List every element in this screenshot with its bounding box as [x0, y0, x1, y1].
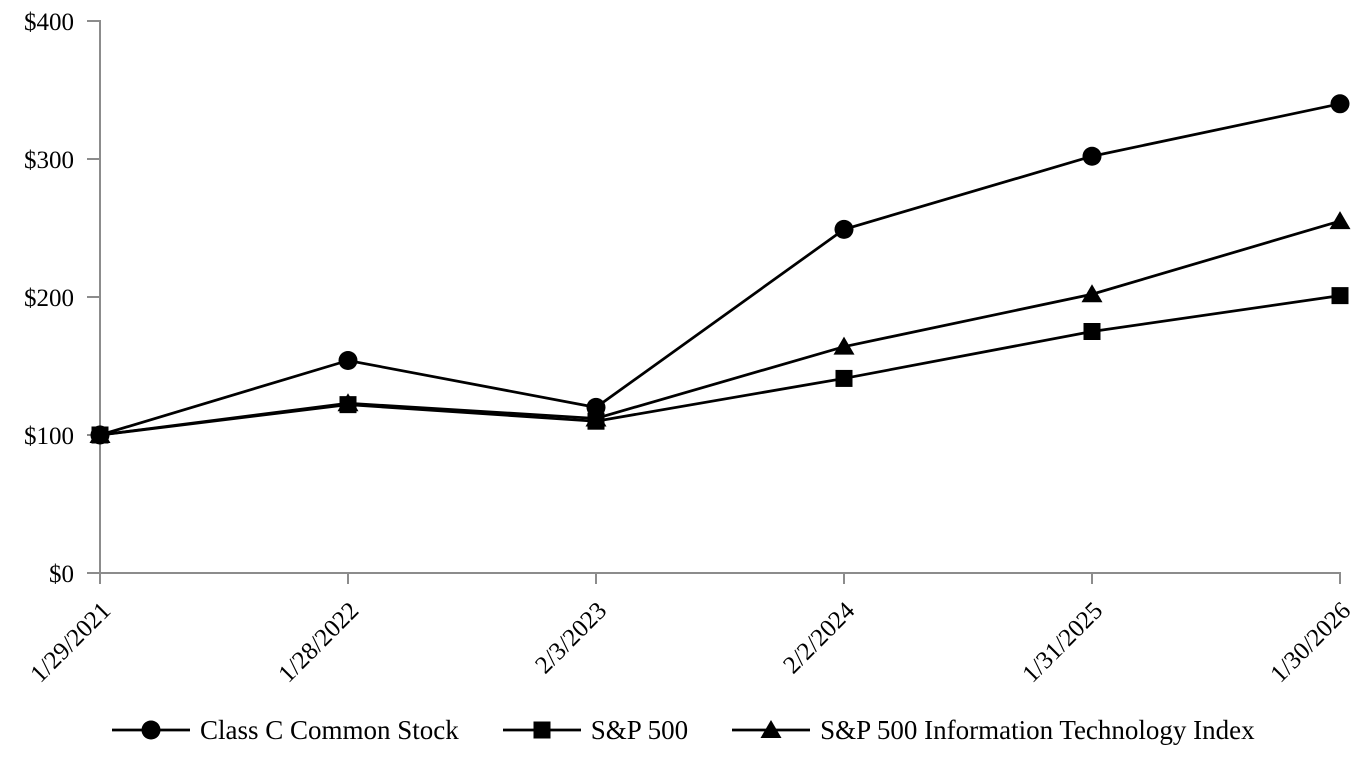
legend: Class C Common Stock S&P 500 S&P 500 Infor… [112, 712, 1255, 748]
triangle-marker-icon [1081, 284, 1103, 303]
x-axis-tick-label: 2/3/2023 [530, 597, 612, 679]
square-marker-icon [835, 369, 853, 387]
circle-marker-icon [1330, 94, 1350, 114]
legend-item-label: Class C Common Stock [200, 715, 459, 745]
series-line-1 [99, 294, 1341, 437]
square-marker-icon [587, 412, 605, 430]
x-axis-tick-label: 1/30/2026 [1265, 597, 1356, 688]
legend-item-label: S&P 500 [590, 715, 689, 745]
legend-marker [502, 721, 581, 739]
circle-marker-icon [338, 350, 358, 370]
square-marker-icon [1083, 323, 1101, 340]
series-line-2 [99, 219, 1341, 437]
legend-marker [732, 720, 811, 738]
legend-item: Class C Common Stock [112, 712, 459, 748]
x-axis-tick-label: 1/29/2021 [25, 597, 116, 688]
legend-item: S&P 500 [502, 712, 689, 748]
legend-marker [112, 720, 190, 740]
square-marker-icon [1331, 287, 1349, 305]
triangle-marker-icon [1329, 211, 1351, 230]
legend-item-label: S&P 500 Information Technology Index [820, 715, 1255, 745]
y-axis-tick-label: $200 [24, 285, 74, 312]
series-line-0 [99, 102, 1341, 437]
x-axis-tick-label: 2/2/2024 [778, 597, 860, 679]
legend-item: S&P 500 Information Technology Index [732, 712, 1255, 748]
x-axis-tick-label: 1/31/2025 [1017, 597, 1108, 688]
square-marker-icon [91, 426, 109, 444]
y-axis-tick-label: $100 [24, 423, 74, 450]
x-axis-tick-label: 1/28/2022 [273, 597, 364, 688]
circle-marker-icon [1082, 146, 1102, 166]
y-axis-tick-label: $400 [24, 9, 74, 36]
y-axis-tick-label: $0 [49, 561, 74, 588]
circle-marker-icon [834, 219, 854, 239]
circle-marker-icon [586, 397, 606, 417]
square-marker-icon [533, 721, 551, 739]
triangle-marker-icon [833, 336, 855, 355]
triangle-marker-icon [760, 720, 782, 738]
square-marker-icon [339, 396, 357, 414]
circle-marker-icon [141, 720, 161, 740]
y-axis-tick-label: $300 [24, 147, 74, 174]
